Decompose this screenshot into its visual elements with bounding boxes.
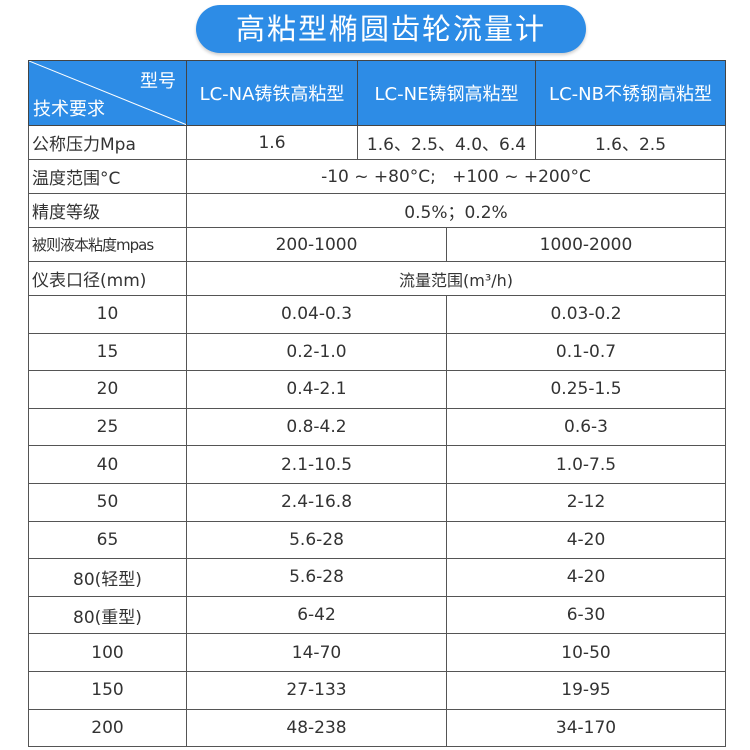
cell-high: 4-20 — [446, 558, 726, 597]
cell-high: 0.25-1.5 — [446, 370, 726, 409]
table-row: 80(重型) 6-42 6-30 — [28, 595, 726, 635]
table-row: 65 5.6-28 4-20 — [28, 520, 726, 560]
cell-high: 10-50 — [446, 633, 726, 672]
cell-size: 25 — [28, 407, 187, 447]
table-row: 20 0.4-2.1 0.25-1.5 — [28, 370, 726, 409]
cell-size: 200 — [28, 708, 187, 748]
cell-high: 4-20 — [446, 520, 726, 560]
temperature-row: 温度范围°C -10 ~ +80°C; +100 ~ +200°C — [28, 159, 726, 194]
table-row: 50 2.4-16.8 2-12 — [28, 482, 726, 522]
cell-low: 6-42 — [186, 595, 447, 635]
cell-low: 0.04-0.3 — [186, 295, 447, 334]
header-row: 型号 技术要求 LC-NA铸铁高粘型 LC-NE铸钢高粘型 LC-NB不锈钢高粘… — [28, 60, 726, 126]
cell-low: 48-238 — [186, 708, 447, 748]
cell: 200-1000 — [186, 227, 447, 262]
row-label: 公称压力Mpa — [28, 125, 187, 160]
cell-low: 0.2-1.0 — [186, 332, 447, 372]
table-row: 10 0.04-0.3 0.03-0.2 — [28, 295, 726, 334]
cell-low: 0.8-4.2 — [186, 407, 447, 447]
cell-size: 80(轻型) — [28, 558, 187, 597]
cell-high: 6-30 — [446, 595, 726, 635]
cell-low: 2.1-10.5 — [186, 445, 447, 484]
cell-low: 5.6-28 — [186, 520, 447, 560]
model-header: LC-NB不锈钢高粘型 — [535, 60, 726, 126]
cell-size: 50 — [28, 482, 187, 522]
cell-high: 34-170 — [446, 708, 726, 748]
cell-low: 0.4-2.1 — [186, 370, 447, 409]
cell-high: 1.0-7.5 — [446, 445, 726, 484]
cell: 0.5%；0.2% — [186, 193, 726, 228]
table-row: 200 48-238 34-170 — [28, 708, 726, 748]
cell-low: 27-133 — [186, 670, 447, 710]
cell-size: 100 — [28, 633, 187, 672]
cell-low: 14-70 — [186, 633, 447, 672]
cell-size: 40 — [28, 445, 187, 484]
cell-size: 10 — [28, 295, 187, 334]
row-label: 被则液本粘度mpas — [28, 227, 187, 262]
requirements-label: 技术要求 — [33, 99, 105, 120]
diagonal-line — [29, 61, 186, 125]
cell: 1.6 — [186, 125, 358, 160]
table-row: 80(轻型) 5.6-28 4-20 — [28, 558, 726, 597]
table-row: 15 0.2-1.0 0.1-0.7 — [28, 332, 726, 372]
cell: 流量范围(m³/h) — [186, 261, 726, 296]
table-row: 25 0.8-4.2 0.6-3 — [28, 407, 726, 447]
cell: 1.6、2.5 — [535, 125, 726, 160]
cell-size: 65 — [28, 520, 187, 560]
caliber-row: 仪表口径(mm) 流量范围(m³/h) — [28, 261, 726, 296]
table-row: 40 2.1-10.5 1.0-7.5 — [28, 445, 726, 484]
cell-low: 2.4-16.8 — [186, 482, 447, 522]
cell-size: 15 — [28, 332, 187, 372]
spec-table: 型号 技术要求 LC-NA铸铁高粘型 LC-NE铸钢高粘型 LC-NB不锈钢高粘… — [28, 60, 726, 748]
accuracy-row: 精度等级 0.5%；0.2% — [28, 193, 726, 228]
cell-size: 80(重型) — [28, 595, 187, 635]
model-header: LC-NE铸钢高粘型 — [357, 60, 536, 126]
row-label: 精度等级 — [28, 193, 187, 228]
cell-high: 0.6-3 — [446, 407, 726, 447]
cell-size: 150 — [28, 670, 187, 710]
diagonal-header-cell: 型号 技术要求 — [28, 60, 187, 126]
cell: 1000-2000 — [446, 227, 726, 262]
cell-size: 20 — [28, 370, 187, 409]
table-row: 150 27-133 19-95 — [28, 670, 726, 710]
model-header: LC-NA铸铁高粘型 — [186, 60, 358, 126]
viscosity-row: 被则液本粘度mpas 200-1000 1000-2000 — [28, 227, 726, 262]
row-label: 仪表口径(mm) — [28, 261, 187, 296]
cell-high: 2-12 — [446, 482, 726, 522]
row-label: 温度范围°C — [28, 159, 187, 194]
cell-low: 5.6-28 — [186, 558, 447, 597]
table-row: 100 14-70 10-50 — [28, 633, 726, 672]
page-title: 高粘型椭圆齿轮流量计 — [196, 5, 586, 53]
model-label: 型号 — [140, 71, 176, 92]
cell-high: 0.03-0.2 — [446, 295, 726, 334]
cell-high: 0.1-0.7 — [446, 332, 726, 372]
cell: 1.6、2.5、4.0、6.4 — [357, 125, 536, 160]
cell-high: 19-95 — [446, 670, 726, 710]
cell: -10 ~ +80°C; +100 ~ +200°C — [186, 159, 726, 194]
pressure-row: 公称压力Mpa 1.6 1.6、2.5、4.0、6.4 1.6、2.5 — [28, 125, 726, 160]
